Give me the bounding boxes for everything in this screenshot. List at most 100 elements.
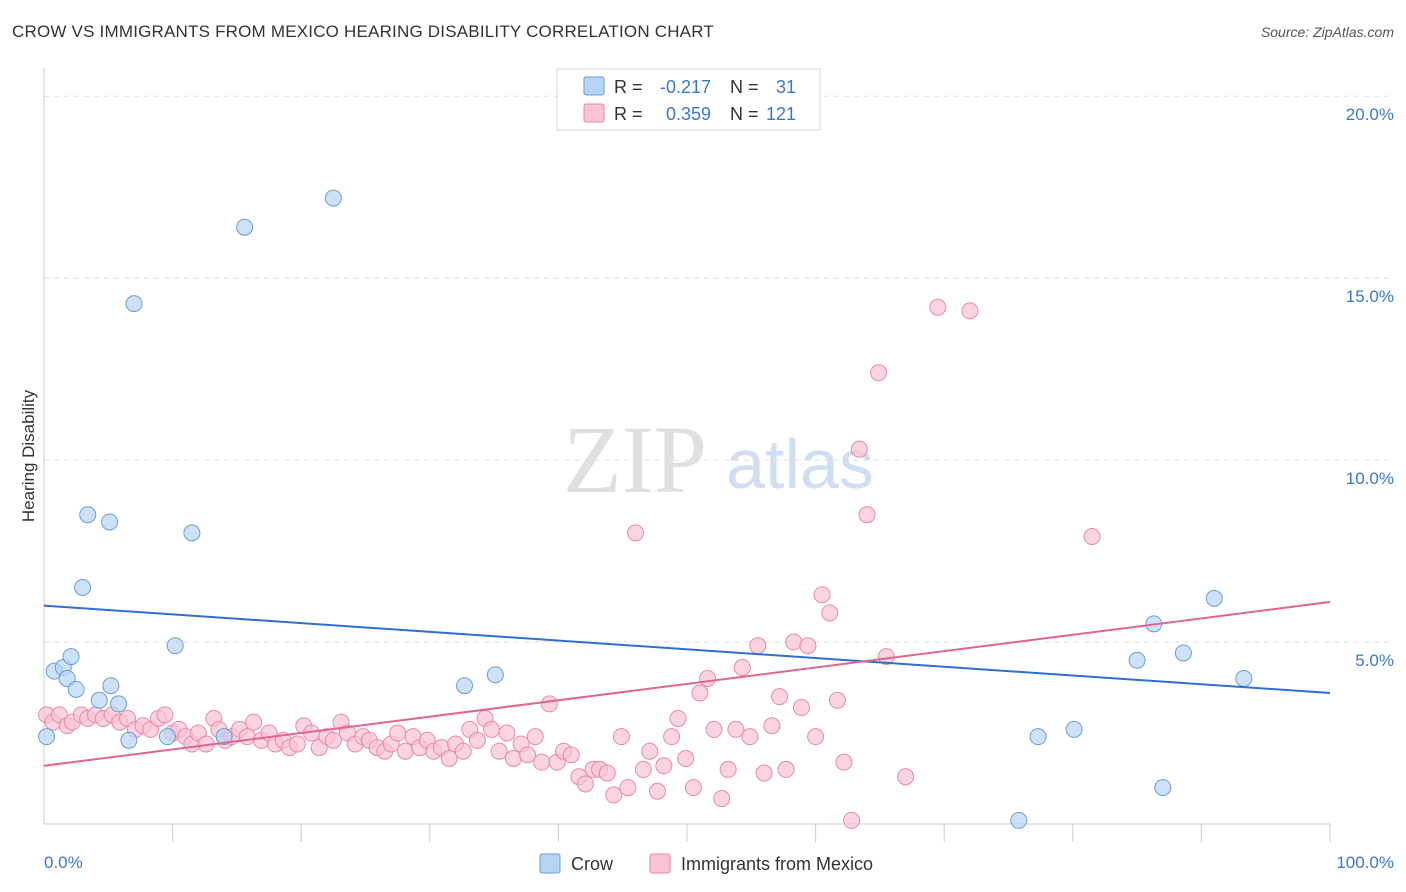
point-immigrants-from-mexico	[598, 764, 616, 782]
y-tick-label: 15.0%	[1346, 287, 1394, 306]
point-crow	[1029, 728, 1047, 746]
legend-bottom-swatch-mexico	[649, 853, 671, 874]
point-crow	[120, 731, 138, 749]
point-crow	[90, 691, 108, 709]
point-crow	[62, 648, 80, 666]
point-immigrants-from-mexico	[389, 724, 407, 742]
point-immigrants-from-mexico	[1083, 528, 1101, 546]
trend-line-crow	[43, 604, 1331, 694]
point-immigrants-from-mexico	[677, 749, 695, 767]
legend-bottom: Crow Immigrants from Mexico	[539, 853, 873, 874]
point-immigrants-from-mexico	[727, 720, 745, 738]
trend-line-immigrants-from-mexico	[43, 601, 1331, 767]
point-crow	[1128, 651, 1146, 669]
y-axis-tick-labels: 5.0% 10.0% 15.0% 20.0%	[1346, 105, 1394, 670]
point-immigrants-from-mexico	[713, 790, 731, 808]
point-crow	[1154, 779, 1172, 797]
point-immigrants-from-mexico	[870, 364, 888, 382]
point-crow	[38, 728, 56, 746]
point-immigrants-from-mexico	[619, 779, 637, 797]
point-immigrants-from-mexico	[813, 586, 831, 604]
point-crow	[125, 295, 143, 313]
point-crow	[215, 728, 233, 746]
point-immigrants-from-mexico	[612, 728, 630, 746]
point-crow	[158, 728, 176, 746]
watermark: ZIP atlas	[563, 406, 874, 513]
point-immigrants-from-mexico	[785, 633, 803, 651]
point-crow	[1235, 669, 1253, 687]
point-immigrants-from-mexico	[843, 811, 861, 829]
x-tick-label-min: 0.0%	[44, 853, 83, 872]
legend-swatch-crow	[583, 76, 605, 96]
legend-r-label-crow: R =	[614, 77, 643, 97]
x-axis-ticks	[172, 824, 1331, 842]
legend-n-value-mexico: 121	[766, 104, 796, 124]
point-crow	[324, 189, 342, 207]
point-crow	[486, 666, 504, 684]
point-immigrants-from-mexico	[156, 706, 174, 724]
trend-lines	[43, 601, 1331, 767]
point-immigrants-from-mexico	[684, 779, 702, 797]
legend-bottom-swatch-crow	[539, 853, 561, 874]
legend-swatch-mexico	[583, 103, 605, 123]
point-immigrants-from-mexico	[483, 720, 501, 738]
point-immigrants-from-mexico	[634, 760, 652, 778]
point-crow	[79, 506, 97, 524]
point-immigrants-from-mexico	[897, 768, 915, 786]
point-crow	[58, 669, 76, 687]
point-immigrants-from-mexico	[238, 728, 256, 746]
point-immigrants-from-mexico	[799, 637, 817, 655]
point-immigrants-from-mexico	[526, 728, 544, 746]
point-immigrants-from-mexico	[733, 659, 751, 677]
series-crow	[38, 189, 1253, 829]
point-crow	[102, 677, 120, 695]
point-immigrants-from-mexico	[858, 506, 876, 524]
chart-source: Source: ZipAtlas.com	[1260, 24, 1394, 40]
point-immigrants-from-mexico	[719, 760, 737, 778]
point-immigrants-from-mexico	[749, 637, 767, 655]
point-immigrants-from-mexico	[929, 298, 947, 316]
point-immigrants-from-mexico	[669, 709, 687, 727]
point-immigrants-from-mexico	[641, 742, 659, 760]
point-immigrants-from-mexico	[828, 691, 846, 709]
point-immigrants-from-mexico	[699, 669, 717, 687]
point-immigrants-from-mexico	[324, 731, 342, 749]
gridlines	[44, 95, 1394, 643]
point-immigrants-from-mexico	[576, 775, 594, 793]
point-immigrants-from-mexico	[468, 731, 486, 749]
point-immigrants-from-mexico	[498, 724, 516, 742]
point-crow	[1065, 720, 1083, 738]
point-immigrants-from-mexico	[490, 742, 508, 760]
point-immigrants-from-mexico	[519, 746, 537, 764]
point-crow	[74, 578, 92, 596]
point-crow	[1010, 811, 1028, 829]
point-immigrants-from-mexico	[504, 749, 522, 767]
y-tick-label: 5.0%	[1355, 651, 1394, 670]
legend-n-value-crow: 31	[776, 77, 796, 97]
point-crow	[166, 637, 184, 655]
legend-n-label-crow: N =	[730, 77, 759, 97]
point-immigrants-from-mexico	[663, 728, 681, 746]
point-immigrants-from-mexico	[562, 746, 580, 764]
y-tick-label: 20.0%	[1346, 105, 1394, 124]
point-immigrants-from-mexico	[771, 688, 789, 706]
point-crow	[67, 680, 85, 698]
point-immigrants-from-mexico	[777, 760, 795, 778]
x-tick-label-max: 100.0%	[1336, 853, 1394, 872]
point-immigrants-from-mexico	[627, 524, 645, 542]
point-immigrants-from-mexico	[440, 749, 458, 767]
point-immigrants-from-mexico	[792, 699, 810, 717]
point-immigrants-from-mexico	[288, 735, 306, 753]
legend-r-label-mexico: R =	[614, 104, 643, 124]
point-immigrants-from-mexico	[691, 684, 709, 702]
chart-title: CROW VS IMMIGRANTS FROM MEXICO HEARING D…	[12, 22, 714, 41]
point-immigrants-from-mexico	[835, 753, 853, 771]
legend-bottom-label-mexico: Immigrants from Mexico	[681, 854, 873, 874]
point-immigrants-from-mexico	[763, 717, 781, 735]
point-immigrants-from-mexico	[961, 302, 979, 320]
point-crow	[1205, 589, 1223, 607]
series-immigrants-from-mexico	[38, 298, 1101, 829]
point-crow	[110, 695, 128, 713]
point-immigrants-from-mexico	[605, 786, 623, 804]
